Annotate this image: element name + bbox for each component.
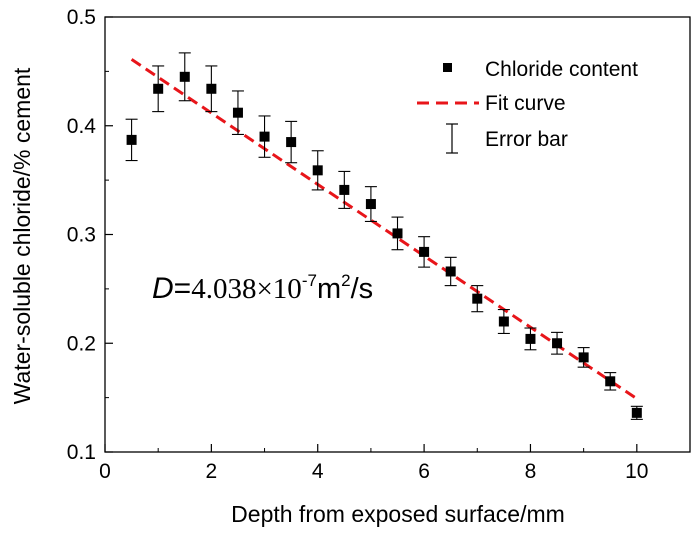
anno-unit-suffix: /s bbox=[351, 273, 374, 305]
legend-label-fit: Fit curve bbox=[485, 92, 566, 115]
x-tick-label: 0 bbox=[99, 460, 111, 483]
legend-marker-error-bar bbox=[446, 123, 458, 154]
data-points-layer bbox=[126, 71, 642, 418]
data-point bbox=[232, 107, 243, 118]
data-point bbox=[392, 228, 403, 239]
x-tick-label: 6 bbox=[418, 460, 430, 483]
y-tick-label: 0.4 bbox=[67, 115, 97, 138]
data-point bbox=[259, 131, 270, 142]
y-axis-ticks: 0.1 0.2 0.3 0.4 0.5 bbox=[67, 6, 113, 464]
x-tick-label: 4 bbox=[312, 460, 324, 483]
x-axis-title: Depth from exposed surface/mm bbox=[231, 501, 565, 527]
y-tick-label: 0.1 bbox=[67, 441, 96, 464]
legend-label-error-bar: Error bar bbox=[485, 128, 568, 151]
data-point bbox=[525, 333, 536, 344]
x-tick-label: 10 bbox=[625, 460, 648, 483]
data-point bbox=[472, 293, 483, 304]
data-point bbox=[339, 184, 350, 195]
data-point bbox=[126, 134, 137, 145]
data-point bbox=[312, 165, 323, 176]
data-point bbox=[552, 338, 563, 349]
data-point bbox=[153, 83, 164, 94]
legend-marker-chloride bbox=[443, 63, 452, 72]
anno-equals: = bbox=[174, 272, 192, 305]
anno-value: 4.038×10 bbox=[191, 273, 302, 305]
y-tick-label: 0.5 bbox=[67, 6, 96, 29]
data-point bbox=[605, 376, 616, 387]
legend: Chloride content Fit curve Error bar bbox=[417, 58, 638, 154]
data-point bbox=[286, 137, 297, 148]
diffusion-annotation: D=4.038×10-7m2/s bbox=[152, 271, 373, 305]
y-tick-label: 0.3 bbox=[67, 224, 96, 247]
legend-label-chloride: Chloride content bbox=[485, 58, 638, 81]
data-point bbox=[179, 71, 190, 82]
data-point bbox=[445, 266, 456, 277]
y-tick-label: 0.2 bbox=[67, 332, 96, 355]
data-point bbox=[365, 199, 376, 210]
x-axis-ticks: 0 2 4 6 8 10 bbox=[99, 444, 648, 483]
anno-symbol: D bbox=[152, 272, 174, 305]
data-point bbox=[206, 83, 217, 94]
x-tick-label: 8 bbox=[525, 460, 537, 483]
data-point bbox=[578, 352, 589, 363]
anno-unit: m bbox=[317, 273, 341, 305]
data-point bbox=[631, 407, 642, 418]
anno-exponent: -7 bbox=[302, 271, 317, 290]
y-axis-title: Water-soluble chloride/% cement bbox=[9, 67, 35, 404]
x-tick-label: 2 bbox=[206, 460, 218, 483]
data-point bbox=[419, 246, 430, 257]
data-point bbox=[498, 316, 509, 327]
anno-unit-exponent: 2 bbox=[341, 271, 350, 290]
